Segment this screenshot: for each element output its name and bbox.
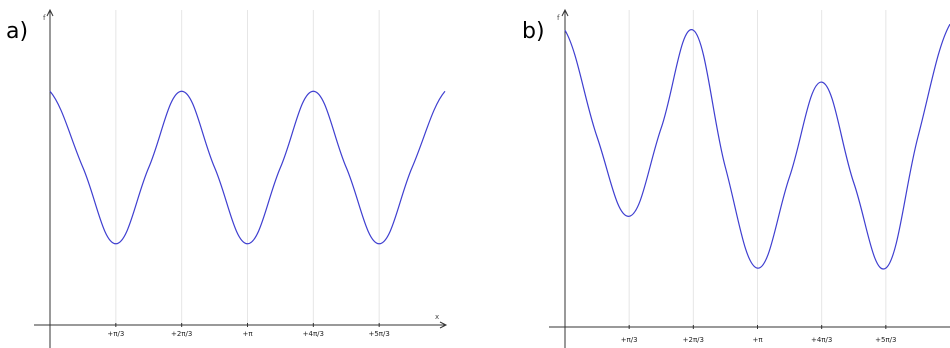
x-tick-label: +5π/3 (875, 336, 896, 344)
panel-a-xlabel: x (435, 313, 439, 321)
panel-b-ylabel: f (557, 14, 560, 22)
panel-a-label: a) (6, 19, 28, 44)
y-axis-arrow (46, 8, 54, 17)
panel-a-ylabel: f (43, 14, 46, 22)
panel-a: a) f x +π/3 +2π/3 +π +4π/3 +5π/3 (6, 8, 448, 348)
series-line (564, 23, 950, 270)
y-axis-arrow (561, 8, 569, 17)
x-tick-label: +π/3 (621, 336, 638, 344)
x-tick-label: +5π/3 (368, 330, 389, 338)
x-tick-label: +π (242, 330, 253, 338)
x-tick-label: +2π/3 (171, 330, 192, 338)
x-tick-label: +4π/3 (811, 336, 832, 344)
series-line (49, 90, 446, 245)
x-tick-label: +2π/3 (683, 336, 704, 344)
x-tick-label: +π (752, 336, 763, 344)
panel-b-label: b) (522, 19, 545, 44)
x-tick-label: +π/3 (107, 330, 124, 338)
panel-b: b) f +π/3 +2π/3 +π +4π/3 +5π/3 (522, 8, 950, 348)
x-tick-label: +4π/3 (303, 330, 324, 338)
x-axis-arrow (439, 321, 448, 329)
